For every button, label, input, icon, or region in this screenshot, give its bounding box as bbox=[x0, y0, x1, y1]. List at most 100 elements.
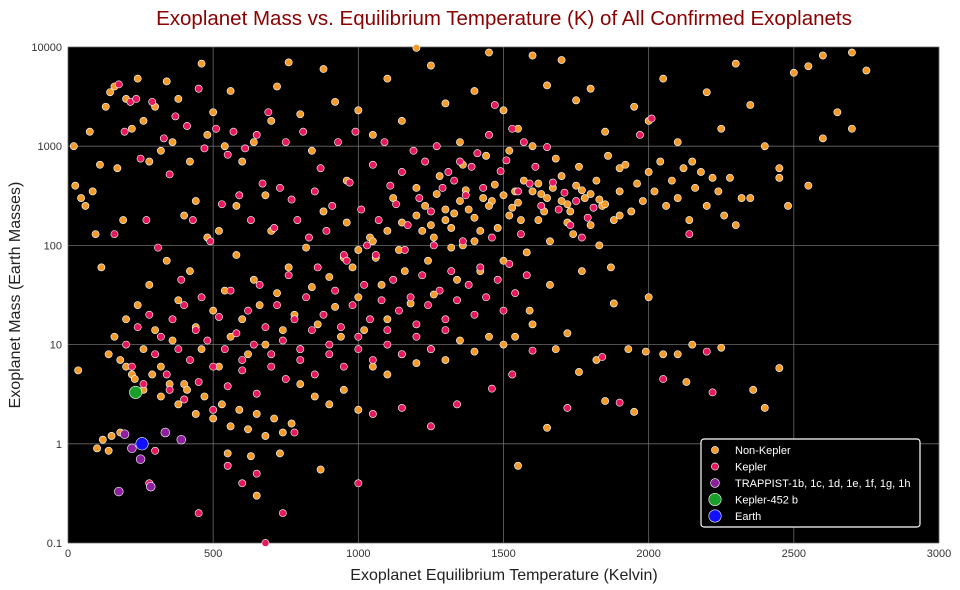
data-point-non-kepler bbox=[342, 218, 351, 227]
data-point-kepler bbox=[151, 350, 159, 359]
data-point-non-kepler bbox=[464, 205, 473, 214]
data-point-non-kepler bbox=[368, 237, 377, 246]
data-point-non-kepler bbox=[270, 414, 279, 423]
data-point-non-kepler bbox=[133, 301, 142, 310]
data-point-non-kepler bbox=[479, 194, 488, 202]
data-point-non-kepler bbox=[223, 449, 232, 458]
data-point-non-kepler bbox=[667, 176, 676, 185]
data-point-non-kepler bbox=[784, 202, 792, 210]
data-point-kepler bbox=[368, 410, 377, 418]
data-point-non-kepler bbox=[247, 452, 255, 461]
data-point-kepler bbox=[267, 350, 276, 359]
data-point-non-kepler bbox=[456, 197, 464, 205]
data-point-non-kepler bbox=[307, 146, 316, 155]
data-point-non-kepler bbox=[217, 400, 226, 409]
data-point-kepler bbox=[421, 157, 430, 166]
data-point-kepler bbox=[525, 179, 534, 188]
data-point-kepler bbox=[290, 315, 299, 324]
data-point-non-kepler bbox=[162, 77, 171, 86]
data-point-non-kepler bbox=[543, 81, 551, 90]
data-point-non-kepler bbox=[456, 138, 464, 146]
data-point-kepler bbox=[162, 370, 171, 379]
data-point-non-kepler bbox=[127, 124, 136, 133]
data-point-non-kepler bbox=[749, 385, 758, 394]
data-point-kepler-452-b bbox=[129, 385, 143, 399]
data-point-non-kepler bbox=[209, 108, 218, 117]
data-point-non-kepler bbox=[737, 194, 746, 202]
data-point-non-kepler bbox=[673, 138, 682, 146]
data-point-non-kepler bbox=[546, 280, 554, 289]
data-point-non-kepler bbox=[482, 151, 490, 160]
legend-marker bbox=[711, 462, 719, 471]
data-point-kepler bbox=[284, 271, 293, 280]
data-point-non-kepler bbox=[517, 216, 525, 224]
data-point-non-kepler bbox=[360, 326, 369, 335]
x-tick-label: 3000 bbox=[927, 548, 951, 560]
data-point-kepler bbox=[267, 362, 276, 371]
data-point-kepler bbox=[151, 446, 159, 455]
data-point-kepler bbox=[322, 227, 331, 235]
data-point-non-kepler bbox=[354, 246, 363, 254]
legend-label: Non-Kepler bbox=[735, 445, 791, 457]
data-point-kepler bbox=[397, 350, 406, 359]
data-point-non-kepler bbox=[441, 99, 450, 108]
data-point-kepler bbox=[499, 306, 508, 315]
y-axis-ticks: 0.1 1 10 100 1000 10000 bbox=[31, 42, 62, 550]
data-point-non-kepler bbox=[168, 336, 177, 345]
data-point-trappist-1b bbox=[114, 486, 124, 497]
data-points bbox=[69, 43, 871, 547]
legend-marker bbox=[708, 509, 722, 523]
data-point-non-kepler bbox=[601, 127, 610, 136]
data-point-non-kepler bbox=[604, 151, 612, 160]
data-point-kepler bbox=[171, 112, 180, 121]
data-point-non-kepler bbox=[621, 160, 630, 169]
data-point-non-kepler bbox=[717, 124, 726, 133]
data-point-kepler bbox=[659, 375, 668, 383]
data-point-non-kepler bbox=[534, 179, 543, 188]
data-point-non-kepler bbox=[429, 233, 438, 242]
data-point-kepler bbox=[339, 362, 348, 371]
legend-marker bbox=[711, 446, 719, 454]
data-point-non-kepler bbox=[331, 97, 340, 106]
data-point-kepler bbox=[432, 142, 441, 151]
data-point-non-kepler bbox=[139, 116, 148, 125]
data-point-non-kepler bbox=[106, 88, 114, 97]
data-point-kepler bbox=[427, 422, 435, 431]
data-point-non-kepler bbox=[615, 211, 624, 220]
data-point-kepler bbox=[598, 353, 607, 361]
data-point-kepler bbox=[685, 230, 694, 238]
data-point-non-kepler bbox=[511, 332, 520, 341]
data-point-non-kepler bbox=[818, 51, 827, 60]
data-point-kepler bbox=[328, 202, 337, 210]
chart-title: Exoplanet Mass vs. Equilibrium Temperatu… bbox=[156, 7, 852, 30]
data-point-non-kepler bbox=[627, 207, 636, 216]
data-point-non-kepler bbox=[81, 202, 90, 210]
data-point-non-kepler bbox=[400, 267, 409, 276]
data-point-kepler bbox=[278, 509, 287, 518]
data-point-non-kepler bbox=[595, 241, 604, 250]
data-point-non-kepler bbox=[508, 203, 517, 212]
data-point-non-kepler bbox=[168, 138, 177, 146]
data-point-non-kepler bbox=[760, 404, 769, 412]
data-point-kepler bbox=[249, 340, 258, 349]
data-point-kepler bbox=[325, 340, 334, 349]
data-point-kepler bbox=[412, 332, 421, 341]
data-point-non-kepler bbox=[429, 290, 438, 299]
data-point-non-kepler bbox=[162, 256, 171, 265]
data-point-non-kepler bbox=[656, 157, 665, 166]
data-point-non-kepler bbox=[485, 332, 493, 341]
data-point-non-kepler bbox=[679, 164, 688, 173]
data-point-kepler bbox=[415, 194, 424, 202]
data-point-kepler bbox=[183, 122, 191, 130]
data-point-kepler bbox=[386, 181, 395, 190]
data-point-non-kepler bbox=[273, 289, 281, 298]
data-point-non-kepler bbox=[91, 230, 100, 238]
data-point-non-kepler bbox=[255, 301, 264, 310]
data-point-kepler bbox=[461, 191, 470, 200]
data-point-kepler bbox=[206, 237, 215, 246]
data-point-kepler bbox=[197, 293, 206, 302]
data-point-non-kepler bbox=[235, 405, 244, 414]
data-point-non-kepler bbox=[368, 362, 377, 371]
data-point-kepler bbox=[453, 296, 461, 305]
data-point-kepler bbox=[397, 168, 406, 176]
